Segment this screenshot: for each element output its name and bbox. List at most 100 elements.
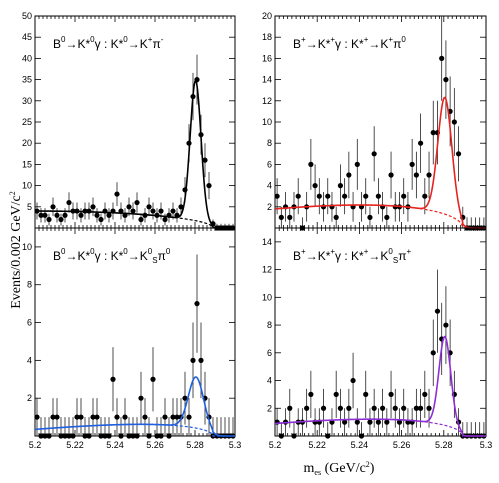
- title-fragment: S: [152, 256, 157, 265]
- data-point: [146, 204, 152, 210]
- data-point: [320, 204, 327, 210]
- data-point: [46, 216, 52, 223]
- y-tick-label: 12: [262, 265, 272, 275]
- data-point: [114, 414, 120, 420]
- data-point: [90, 414, 96, 420]
- data-point: [110, 376, 116, 382]
- data-point: [451, 119, 457, 125]
- data-point: [66, 199, 72, 206]
- y-tick-label: 8: [267, 138, 272, 148]
- data-point: [38, 212, 44, 218]
- data-point: [198, 357, 204, 363]
- data-point: [158, 208, 164, 214]
- data-point: [174, 414, 180, 420]
- data-point: [375, 193, 381, 199]
- title-fragment: B: [293, 249, 301, 263]
- data-point: [50, 204, 56, 210]
- data-point: [158, 433, 164, 439]
- data-point: [363, 391, 369, 397]
- data-point: [94, 212, 100, 218]
- data-point: [342, 419, 348, 425]
- data-point: [354, 419, 360, 425]
- total-fit-curve: [34, 376, 235, 437]
- title-fragment: B: [53, 249, 61, 263]
- title-fragment: γ : K*: [95, 37, 124, 51]
- title-fragment: +: [330, 247, 335, 256]
- y-tick-label: 30: [22, 96, 32, 106]
- y-tick-label: 35: [22, 75, 32, 85]
- title-fragment: 0: [90, 35, 95, 44]
- data-point: [380, 405, 386, 411]
- x-tick-label: 5.24: [351, 440, 369, 450]
- data-point: [308, 161, 314, 167]
- data-point: [325, 193, 331, 199]
- y-tick-label: 10: [22, 181, 32, 191]
- data-point: [430, 350, 436, 356]
- title-fragment: γ : K*: [335, 249, 364, 263]
- title-fragment: -: [161, 35, 164, 44]
- data-point: [287, 405, 293, 411]
- data-point: [274, 193, 280, 199]
- data-point: [439, 55, 445, 62]
- data-point: [78, 212, 84, 218]
- title-fragment: 0: [123, 247, 128, 256]
- title-fragment: 0: [90, 247, 95, 256]
- y-tick-label: 18: [262, 32, 272, 42]
- data-point: [342, 193, 348, 199]
- data-point: [98, 216, 104, 223]
- data-point: [74, 414, 80, 420]
- title-fragment: B: [293, 37, 301, 51]
- y-tick-label: 4: [27, 355, 32, 365]
- data-point: [58, 433, 64, 439]
- y-tick-label: 16: [262, 53, 272, 63]
- x-tick-label: 5.26: [146, 440, 164, 450]
- data-point: [304, 405, 310, 411]
- y-axis-label: Events/0.002 GeV/c2: [8, 191, 24, 309]
- data-point: [434, 308, 441, 314]
- total-fit-curve: [35, 79, 235, 229]
- data-point: [375, 419, 381, 425]
- data-point: [42, 433, 48, 439]
- data-point: [130, 433, 136, 439]
- title-fragment: →K: [368, 249, 388, 263]
- data-point: [401, 193, 407, 199]
- data-point: [308, 391, 314, 397]
- data-point: [82, 433, 88, 439]
- title-fragment: +: [301, 247, 306, 256]
- data-point: [134, 433, 140, 439]
- data-point: [186, 414, 192, 420]
- data-point: [102, 433, 108, 439]
- data-point: [354, 161, 360, 167]
- title-fragment: π: [398, 249, 406, 263]
- data-point: [182, 395, 188, 401]
- data-point: [162, 216, 168, 223]
- title-fragment: →K: [128, 249, 148, 263]
- y-tick-label: 8: [27, 280, 32, 290]
- data-point: [94, 414, 100, 420]
- title-fragment: →K*: [306, 249, 331, 263]
- data-point: [122, 414, 128, 420]
- y-tick-label: 5: [27, 202, 32, 212]
- data-point: [58, 216, 64, 223]
- data-point: [106, 433, 112, 439]
- y-tick-label: 25: [22, 117, 32, 127]
- data-point: [134, 199, 140, 206]
- data-point: [320, 405, 327, 411]
- data-point: [333, 214, 339, 220]
- y-tick-label: 45: [22, 32, 32, 42]
- data-point: [346, 172, 352, 178]
- data-point: [170, 414, 176, 420]
- y-tick-label: 50: [22, 11, 32, 21]
- data-point: [388, 391, 394, 397]
- data-point: [150, 208, 156, 214]
- data-point: [278, 433, 284, 439]
- title-fragment: +: [364, 247, 369, 256]
- data-point: [166, 433, 172, 439]
- data-point: [62, 212, 68, 218]
- panel-title: B0→K*0γ : K*0→K0Sπ0: [53, 247, 171, 265]
- y-tick-label: 10: [262, 117, 272, 127]
- data-point: [325, 433, 331, 439]
- data-point: [54, 414, 60, 420]
